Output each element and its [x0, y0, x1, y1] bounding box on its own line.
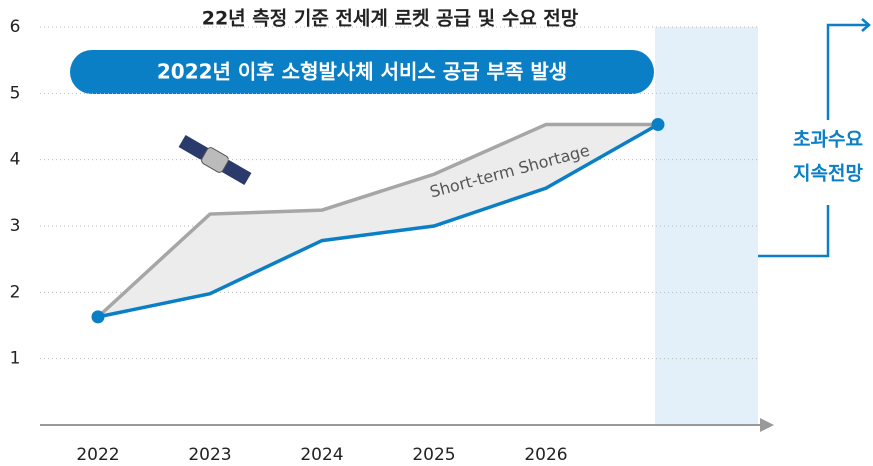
x-tick-label: 2025	[412, 445, 455, 465]
banner-bg	[70, 50, 654, 94]
shortage-area	[98, 124, 658, 317]
y-tick-label: 4	[10, 150, 21, 170]
forecast-shade	[655, 27, 758, 425]
y-tick-label: 5	[10, 83, 21, 103]
line	[96, 122, 658, 319]
x-axis-arrow	[760, 418, 774, 432]
bracket	[758, 18, 871, 258]
line	[97, 122, 659, 319]
point	[91, 310, 105, 324]
side-note: 초과수요	[793, 129, 863, 151]
chart-title: 22년 측정 기준 전세계 로켓 공급 및 수요 전망	[202, 8, 579, 30]
side-note: 지속전망	[793, 163, 863, 185]
point	[651, 118, 665, 132]
x-tick-label: 2023	[188, 445, 231, 465]
y-tick-label: 6	[10, 17, 21, 37]
x-tick-label: 2024	[300, 445, 343, 465]
banner: 2022년 이후 소형발사체 서비스 공급 부족 발생	[157, 60, 567, 84]
y-tick-label: 1	[10, 349, 21, 369]
x-tick-label: 2022	[76, 445, 119, 465]
y-tick-label: 2	[10, 282, 21, 302]
satellite-icon	[178, 134, 252, 186]
y-tick-label: 3	[10, 216, 21, 236]
x-tick-label: 2026	[524, 445, 567, 465]
